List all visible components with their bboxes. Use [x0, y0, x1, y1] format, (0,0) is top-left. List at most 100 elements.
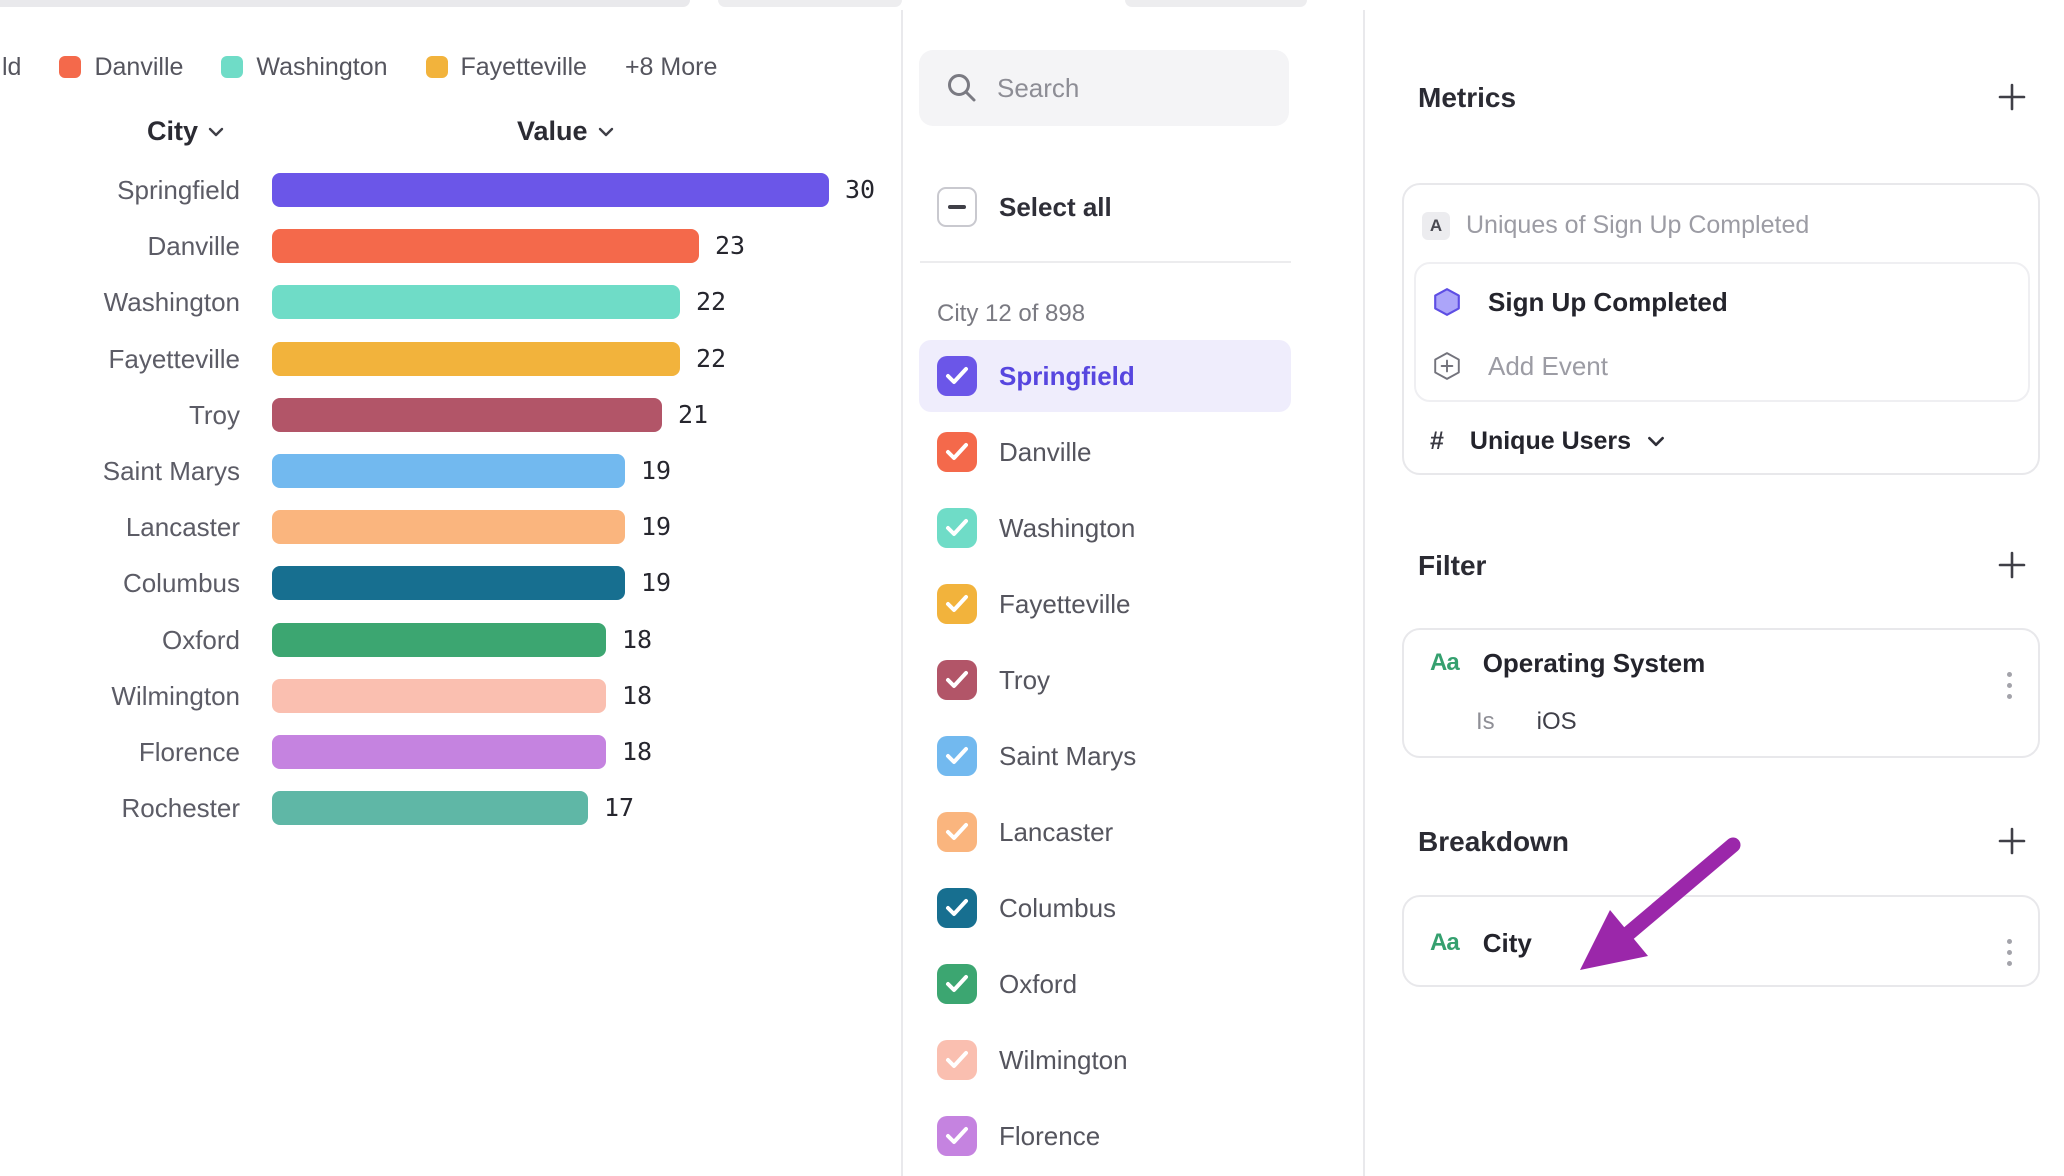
- checkbox-checked[interactable]: [937, 1040, 977, 1080]
- search-input[interactable]: Search: [919, 50, 1289, 126]
- legend-label: Danville: [94, 52, 184, 81]
- inspector-panel: Metrics A Uniques of Sign Up Completed S…: [1365, 0, 2064, 1176]
- checkbox-checked[interactable]: [937, 964, 977, 1004]
- chart-bar[interactable]: [272, 173, 829, 207]
- chart-bar[interactable]: [272, 285, 680, 320]
- chart-row: Wilmington 18: [0, 668, 901, 724]
- filter-clause[interactable]: Is iOS: [1476, 708, 1577, 735]
- chart-bar[interactable]: [272, 622, 606, 657]
- city-label: Columbus: [999, 892, 1117, 923]
- checkbox-checked[interactable]: [937, 888, 977, 928]
- city-list-item-florence[interactable]: Florence: [919, 1100, 1291, 1172]
- chart-bar[interactable]: [272, 791, 588, 826]
- city-label: Lancaster: [999, 816, 1114, 847]
- chart-category-label: Saint Marys: [102, 456, 240, 486]
- chart-row: Troy 21: [0, 387, 901, 443]
- column-header-value[interactable]: Value: [517, 116, 614, 147]
- city-list-item-fayetteville[interactable]: Fayetteville: [919, 568, 1291, 640]
- chart-value-label: 19: [641, 568, 672, 598]
- chart-category-label: Washington: [103, 287, 240, 318]
- chart-category-label: Rochester: [121, 793, 241, 824]
- city-list-item-lancaster[interactable]: Lancaster: [919, 796, 1291, 868]
- check-icon: [946, 1127, 968, 1144]
- check-icon: [946, 671, 968, 688]
- legend-item[interactable]: Washington: [221, 53, 388, 82]
- check-icon: [946, 1051, 968, 1068]
- chart-bar[interactable]: [272, 341, 680, 376]
- select-all-checkbox-indeterminate[interactable]: [937, 187, 977, 227]
- city-list-item-wilmington[interactable]: Wilmington: [919, 1024, 1291, 1096]
- hash-icon: #: [1430, 426, 1444, 455]
- chart-row: Saint Marys 19: [0, 443, 901, 499]
- toolbar-strip: [718, 0, 902, 7]
- chart-bar[interactable]: [272, 510, 625, 545]
- city-list-item-troy[interactable]: Troy: [919, 644, 1291, 716]
- city-label: Troy: [999, 664, 1051, 695]
- chart-bar[interactable]: [272, 735, 606, 769]
- breakdown-card: Aa City: [1402, 895, 2040, 987]
- chart-value-label: 30: [845, 175, 876, 204]
- filter-options-kebab-menu[interactable]: [2004, 672, 2014, 699]
- column-header-city[interactable]: City: [147, 116, 224, 147]
- chart-value-label: 18: [622, 737, 653, 766]
- city-list-item-oxford[interactable]: Oxford: [919, 948, 1291, 1020]
- chart-value-label: 22: [696, 343, 727, 373]
- checkbox-checked[interactable]: [937, 432, 977, 472]
- checkbox-checked[interactable]: [937, 508, 977, 548]
- city-list-item-danville[interactable]: Danville: [919, 416, 1291, 488]
- chart-row: Fayetteville 22: [0, 331, 901, 387]
- event-row[interactable]: Sign Up Completed: [1432, 282, 1728, 322]
- plus-icon: [1998, 551, 2026, 579]
- chart-category-label: Wilmington: [111, 680, 240, 711]
- checkbox-checked[interactable]: [937, 1116, 977, 1156]
- chart-row: Washington 22: [0, 274, 901, 330]
- legend-item[interactable]: Fayetteville: [425, 52, 587, 82]
- check-icon: [946, 443, 968, 460]
- chart-bar[interactable]: [272, 397, 662, 432]
- check-icon: [946, 519, 968, 536]
- chart-bar[interactable]: [272, 454, 625, 488]
- checkbox-checked[interactable]: [937, 736, 977, 776]
- chart-bar[interactable]: [272, 678, 606, 713]
- text-property-icon: Aa: [1430, 649, 1460, 676]
- legend-item[interactable]: Danville: [59, 53, 183, 82]
- check-icon: [946, 899, 968, 916]
- breakdown-options-kebab-menu[interactable]: [2004, 939, 2014, 966]
- metrics-section-title: Metrics: [1418, 82, 1517, 113]
- event-block: Sign Up Completed Add Event: [1414, 262, 2030, 402]
- city-label: Fayetteville: [999, 588, 1131, 619]
- city-list-item-columbus[interactable]: Columbus: [919, 872, 1291, 944]
- chart-row: Springfield 30: [0, 162, 901, 218]
- checkbox-checked[interactable]: [937, 584, 977, 624]
- check-icon: [946, 747, 968, 764]
- legend-more-button[interactable]: +8 More: [624, 52, 718, 81]
- add-metric-button[interactable]: [1994, 79, 2030, 115]
- chart-row: Rochester 17: [0, 780, 901, 836]
- legend-label: Fayetteville: [460, 52, 587, 81]
- check-icon: [946, 975, 968, 992]
- chart-bar[interactable]: [272, 566, 625, 601]
- add-breakdown-button[interactable]: [1994, 823, 2030, 859]
- checkbox-checked[interactable]: [937, 356, 977, 396]
- checkbox-checked[interactable]: [937, 812, 977, 852]
- chevron-down-icon: [208, 127, 224, 136]
- chart-bar[interactable]: [272, 229, 699, 264]
- city-list-item-springfield[interactable]: Springfield: [919, 340, 1291, 412]
- city-list-item-saint-marys[interactable]: Saint Marys: [919, 720, 1291, 792]
- add-filter-button[interactable]: [1994, 547, 2030, 583]
- legend-item-truncated[interactable]: ld: [2, 52, 22, 81]
- search-placeholder: Search: [997, 72, 1080, 103]
- measure-dropdown[interactable]: # Unique Users: [1430, 421, 1665, 461]
- text-property-icon: Aa: [1430, 929, 1460, 956]
- breakdown-property-row[interactable]: Aa City: [1430, 927, 1532, 958]
- city-list-item-washington[interactable]: Washington: [919, 492, 1291, 564]
- city-selector-panel: Search Select all City 12 of 898 Springf…: [901, 10, 1365, 1176]
- city-label: Saint Marys: [999, 740, 1137, 771]
- filter-property-row[interactable]: Aa Operating System: [1430, 647, 1706, 678]
- chart-category-label: Oxford: [161, 624, 240, 655]
- checkbox-checked[interactable]: [937, 660, 977, 700]
- filter-card: Aa Operating System Is iOS: [1402, 628, 2040, 758]
- select-all-row[interactable]: Select all: [919, 172, 1289, 242]
- add-event-button[interactable]: Add Event: [1432, 346, 1608, 386]
- chart-value-label: 17: [604, 793, 635, 823]
